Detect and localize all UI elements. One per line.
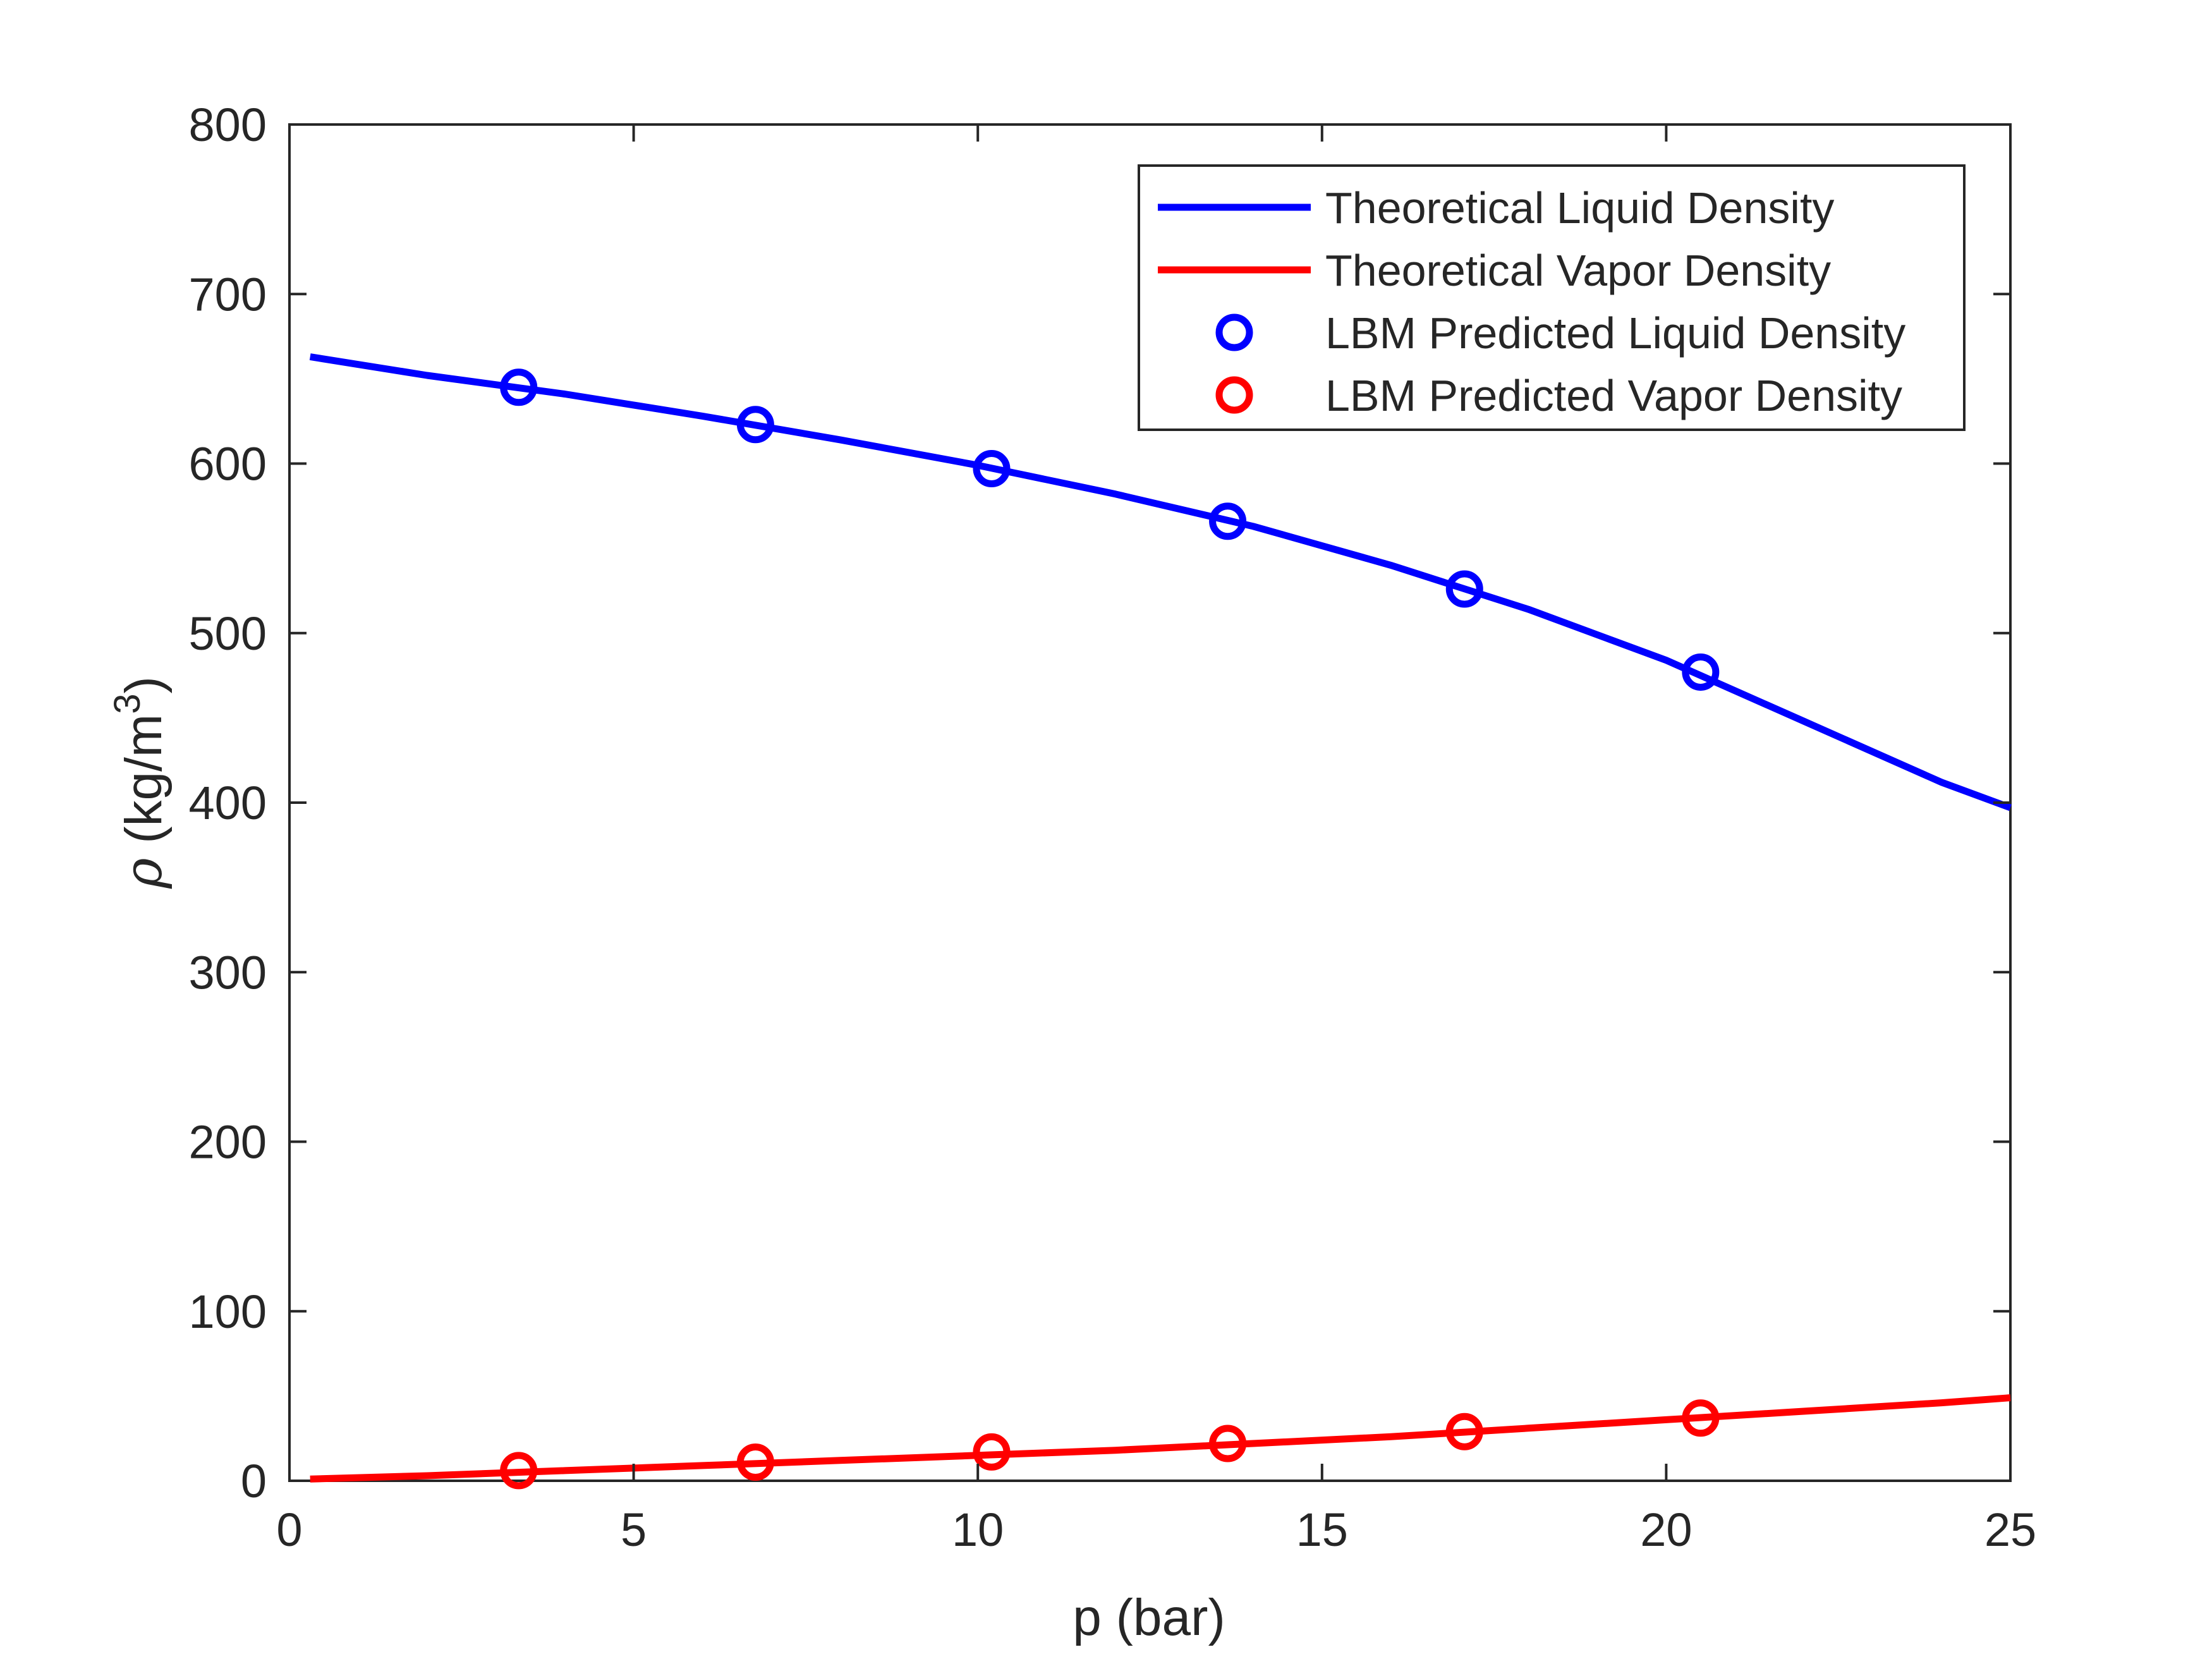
y-tick-label: 700	[189, 268, 267, 320]
y-axis-label-unit: (kg/m	[115, 714, 173, 844]
x-tick-label: 25	[1984, 1504, 2036, 1556]
x-tick-label: 10	[952, 1504, 1004, 1556]
legend-entry-label: Theoretical Vapor Density	[1325, 246, 1831, 295]
series-theoretical-vapor-density	[310, 1394, 2011, 1483]
axis-labels: p (bar) ρ (kg/m3)	[107, 676, 1225, 1646]
data-point-marker	[1445, 570, 1483, 608]
legend-entry-label: LBM Predicted Vapor Density	[1325, 371, 1902, 420]
series-lbm-predicted-liquid-density	[500, 368, 1720, 691]
y-tick-label: 600	[189, 438, 267, 490]
data-point-marker	[1682, 1399, 1720, 1437]
y-tick-label: 800	[189, 99, 267, 151]
series-line	[309, 353, 2012, 811]
series-lbm-predicted-vapor-density	[500, 1399, 1720, 1490]
y-tick-label: 300	[189, 946, 267, 999]
legend-swatch-marker	[1215, 376, 1253, 414]
x-axis-label: p (bar)	[1073, 1589, 1225, 1646]
y-tick-label: 400	[189, 777, 267, 829]
data-point-marker	[1682, 653, 1720, 691]
axis-ticks: 0 5 10 15 20 25 0 100 200 300 400 500 600 700 800	[189, 99, 2037, 1556]
data-point-marker	[1209, 502, 1247, 540]
x-tick-label: 5	[621, 1504, 647, 1556]
y-axis-label-close: )	[115, 676, 173, 693]
data-point-marker	[736, 1443, 774, 1481]
x-tick-label: 15	[1296, 1504, 1348, 1556]
y-tick-label: 200	[189, 1116, 267, 1169]
series-theoretical-liquid-density	[309, 353, 2012, 811]
y-tick-label: 500	[189, 607, 267, 660]
legend-swatch-marker	[1215, 313, 1253, 351]
data-point-marker	[500, 1452, 538, 1490]
legend: Theoretical Liquid Density Theoretical Va…	[1138, 164, 1966, 431]
y-axis-label-superscript: 3	[107, 694, 148, 714]
x-tick-label: 0	[276, 1504, 302, 1556]
legend-entry-label: LBM Predicted Liquid Density	[1325, 308, 1905, 358]
data-point-marker	[500, 368, 538, 406]
data-point-marker	[1209, 1425, 1247, 1462]
data-point-marker	[973, 1433, 1011, 1471]
data-point-marker	[736, 406, 774, 444]
y-axis-label-symbol: ρ	[114, 858, 174, 889]
y-tick-label: 0	[241, 1455, 267, 1507]
legend-entry-label: Theoretical Liquid Density	[1325, 183, 1834, 233]
data-point-marker	[973, 450, 1011, 488]
y-tick-label: 100	[189, 1285, 267, 1338]
data-point-marker	[1445, 1413, 1483, 1450]
series-line	[310, 1394, 2011, 1483]
x-tick-label: 20	[1640, 1504, 1692, 1556]
y-axis-label: ρ (kg/m3)	[107, 676, 174, 889]
